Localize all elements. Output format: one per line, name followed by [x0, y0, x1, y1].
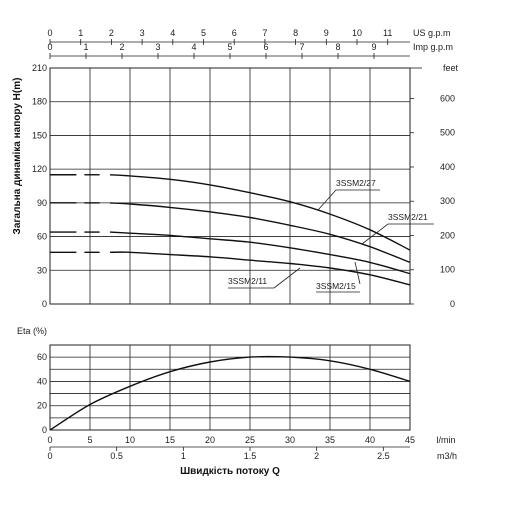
- lmin-tick-label: 5: [87, 435, 92, 445]
- eff-y-tick-label: 40: [37, 376, 47, 386]
- us-gpm-tick-label: 6: [232, 28, 237, 38]
- m3h-unit-label: m3/h: [437, 451, 457, 461]
- us-gpm-tick-label: 2: [109, 28, 114, 38]
- head-y-tick-label: 120: [32, 164, 47, 174]
- lmin-tick-label: 45: [405, 435, 415, 445]
- head-y-tick-label: 150: [32, 130, 47, 140]
- m3h-tick-label: 2: [314, 451, 319, 461]
- head-y-tick-label: 210: [32, 63, 47, 73]
- us-gpm-tick-label: 10: [352, 28, 362, 38]
- lmin-tick-label: 30: [285, 435, 295, 445]
- curve-label-leader: [361, 223, 389, 245]
- us-gpm-tick-label: 0: [47, 28, 52, 38]
- eff-axis-label: Eta (%): [17, 326, 47, 336]
- feet-tick-label: 0: [450, 299, 455, 309]
- m3h-tick-label: 0.5: [110, 451, 123, 461]
- us-gpm-tick-label: 3: [140, 28, 145, 38]
- lmin-tick-label: 25: [245, 435, 255, 445]
- imp-gpm-tick-label: 4: [191, 42, 196, 52]
- flow-axis-label: Швидкість потоку Q: [180, 466, 280, 477]
- imp-gpm-tick-label: 7: [299, 42, 304, 52]
- curve-label-3ssm2-21: 3SSM2/21: [388, 212, 428, 222]
- feet-tick-label: 500: [440, 128, 455, 138]
- lmin-tick-label: 0: [47, 435, 52, 445]
- us-gpm-tick-label: 5: [201, 28, 206, 38]
- imp-gpm-unit-label: Imp g.p.m: [413, 42, 453, 52]
- curve-label-leader: [273, 267, 301, 289]
- head-axis-label: Загальна динаміка напору H(m): [12, 78, 23, 235]
- head-curve-3ssm2-27: [109, 174, 411, 251]
- imp-gpm-tick-label: 8: [335, 42, 340, 52]
- efficiency-curve: [49, 355, 411, 431]
- m3h-tick-label: 2.5: [377, 451, 390, 461]
- feet-tick-label: 100: [440, 265, 455, 275]
- us-gpm-tick-label: 8: [293, 28, 298, 38]
- head-y-tick-label: 180: [32, 97, 47, 107]
- imp-gpm-tick-label: 2: [119, 42, 124, 52]
- curve-label-3ssm2-27: 3SSM2/27: [336, 178, 376, 188]
- lmin-tick-label: 20: [205, 435, 215, 445]
- imp-gpm-tick-label: 3: [155, 42, 160, 52]
- grid-layer: [49, 39, 422, 451]
- head-y-tick-label: 60: [37, 232, 47, 242]
- eff-y-tick-label: 0: [42, 425, 47, 435]
- head-curve-3ssm2-11: [109, 251, 411, 286]
- eff-y-tick-label: 60: [37, 352, 47, 362]
- head-plot-frame: [49, 67, 411, 305]
- curve-label-3ssm2-15: 3SSM2/15: [316, 281, 356, 291]
- eff-plot-frame: [49, 344, 411, 431]
- curve-label-3ssm2-11: 3SSM2/11: [228, 276, 267, 286]
- us-gpm-tick-label: 1: [78, 28, 83, 38]
- us-gpm-tick-label: 4: [170, 28, 175, 38]
- lmin-tick-label: 40: [365, 435, 375, 445]
- head-curve-3ssm2-15: [109, 231, 411, 275]
- curve-label-leader: [317, 189, 337, 211]
- us-gpm-tick-label: 11: [383, 28, 392, 38]
- lmin-tick-label: 10: [125, 435, 135, 445]
- imp-gpm-tick-label: 9: [371, 42, 376, 52]
- m3h-tick-label: 1.5: [244, 451, 257, 461]
- text-layer: 0 1 2 3 4 5 6 7 8 9 10 11 US g.p.m0 1 2 3 4 5 6 7 8 9 Imp g.p.…: [12, 28, 458, 477]
- lmin-unit-label: l/min: [436, 435, 455, 445]
- imp-gpm-tick-label: 0: [47, 42, 52, 52]
- m3h-tick-label: 0: [47, 451, 52, 461]
- us-gpm-tick-label: 7: [262, 28, 267, 38]
- curves-layer: [49, 174, 434, 431]
- us-gpm-tick-label: 9: [324, 28, 329, 38]
- head-curve-3ssm2-21: [109, 202, 411, 264]
- imp-gpm-tick-label: 5: [227, 42, 232, 52]
- head-y-tick-label: 30: [37, 265, 47, 275]
- lmin-tick-label: 35: [325, 435, 335, 445]
- lmin-tick-label: 15: [165, 435, 175, 445]
- head-y-tick-label: 0: [42, 299, 47, 309]
- feet-tick-label: 300: [440, 196, 455, 206]
- eff-y-tick-label: 20: [37, 401, 47, 411]
- feet-tick-label: 200: [440, 230, 455, 240]
- feet-tick-label: 600: [440, 93, 455, 103]
- head-y-tick-label: 90: [37, 198, 47, 208]
- m3h-tick-label: 1: [181, 451, 186, 461]
- imp-gpm-tick-label: 1: [83, 42, 88, 52]
- curve-label-leader: [354, 261, 361, 285]
- feet-unit-label: feet: [443, 63, 459, 73]
- us-gpm-unit-label: US g.p.m: [413, 28, 451, 38]
- imp-gpm-tick-label: 6: [263, 42, 268, 52]
- feet-tick-label: 400: [440, 162, 455, 172]
